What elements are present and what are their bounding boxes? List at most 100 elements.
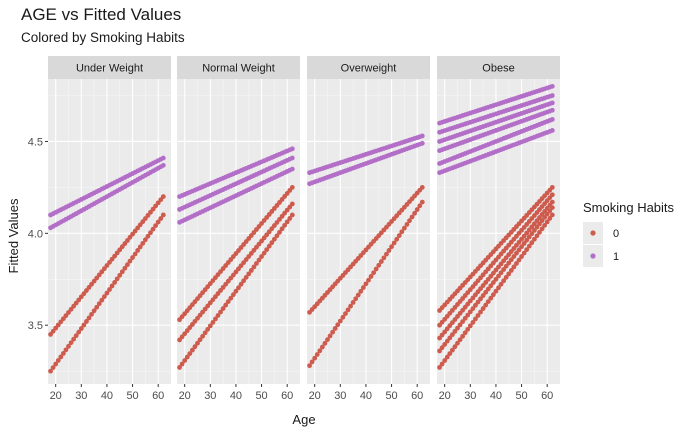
x-tick-label: 60 — [541, 390, 553, 402]
data-point — [269, 240, 275, 246]
data-point — [498, 270, 504, 276]
data-point — [462, 315, 468, 321]
data-point — [524, 237, 530, 243]
data-point — [66, 343, 71, 349]
data-point — [391, 240, 397, 246]
data-point — [179, 361, 185, 367]
facet-panel: Under Weight 20 30 40 50 60 — [48, 56, 171, 402]
data-point — [417, 203, 423, 209]
data-point — [363, 281, 369, 287]
data-point — [345, 307, 351, 313]
data-point — [140, 240, 146, 246]
facet-panel: Obese 20 30 40 50 60 — [437, 56, 560, 402]
data-point — [335, 322, 341, 328]
data-point — [91, 308, 97, 314]
data-point — [444, 354, 450, 360]
facet-strip-label: Under Weight — [76, 63, 143, 75]
data-point — [322, 340, 328, 346]
chart-subtitle: Colored by Smoking Habits — [21, 30, 185, 45]
data-point — [519, 244, 524, 250]
x-tick-label: 30 — [204, 390, 216, 402]
data-point — [348, 303, 353, 309]
data-point — [94, 304, 100, 310]
data-point — [350, 300, 356, 305]
data-point — [457, 322, 463, 328]
data-point — [81, 322, 87, 328]
data-point — [233, 288, 239, 294]
data-point — [452, 328, 458, 334]
x-tick-label: 20 — [50, 390, 62, 402]
data-point — [279, 226, 285, 232]
data-point — [230, 292, 236, 298]
data-point — [524, 247, 530, 253]
data-point — [496, 285, 501, 291]
x-tick-label: 50 — [126, 390, 138, 402]
data-point — [521, 250, 527, 256]
y-tick-label: 4.0 — [28, 228, 43, 240]
data-point — [501, 278, 507, 284]
facet-strip — [437, 56, 560, 79]
data-point — [319, 344, 325, 350]
data-point — [542, 222, 548, 228]
data-point — [508, 268, 514, 273]
data-point — [534, 224, 540, 230]
data-point — [394, 236, 400, 242]
data-point — [529, 240, 535, 246]
data-point — [470, 320, 476, 325]
x-tick-label: 20 — [439, 390, 451, 402]
data-point — [241, 278, 247, 284]
data-point — [475, 299, 481, 305]
data-point — [521, 241, 527, 246]
data-point — [48, 368, 53, 374]
data-point — [485, 286, 491, 292]
data-point — [483, 289, 489, 295]
data-point — [378, 259, 384, 264]
data-point — [155, 219, 161, 225]
facet-strip-label: Overweight — [341, 63, 397, 75]
data-point — [125, 262, 130, 268]
data-point — [467, 323, 473, 329]
data-point — [289, 212, 295, 218]
x-tick-label: 30 — [464, 390, 476, 402]
data-point — [104, 290, 110, 296]
data-point — [60, 350, 66, 356]
panel-background — [307, 79, 430, 384]
data-point — [218, 309, 223, 315]
data-point — [101, 294, 107, 299]
data-point — [71, 336, 77, 342]
data-point — [99, 297, 105, 303]
data-point — [511, 264, 517, 270]
data-point — [200, 333, 206, 339]
facet-strip-label: Obese — [482, 63, 514, 75]
data-point — [148, 230, 153, 236]
data-point — [207, 323, 213, 329]
x-tick-label: 30 — [334, 390, 346, 402]
data-point — [50, 365, 56, 370]
data-point — [55, 358, 61, 363]
data-point — [549, 100, 555, 106]
x-tick-label: 50 — [515, 390, 527, 402]
data-point — [109, 283, 115, 289]
data-point — [68, 340, 74, 346]
data-point — [289, 146, 295, 152]
data-point — [213, 316, 218, 322]
data-point — [314, 352, 320, 357]
data-point — [78, 326, 84, 331]
data-point — [490, 280, 496, 285]
data-point — [442, 358, 448, 363]
x-axis-title: Age — [292, 412, 315, 427]
data-point — [449, 347, 455, 353]
data-point — [547, 208, 553, 214]
data-point — [266, 243, 272, 249]
x-tick-label: 50 — [255, 390, 267, 402]
data-point — [447, 335, 453, 341]
data-point — [381, 255, 387, 261]
data-point — [419, 133, 425, 139]
data-point — [225, 299, 231, 305]
data-point — [549, 205, 555, 211]
data-point — [284, 219, 290, 225]
legend-label: 1 — [613, 251, 619, 263]
data-point — [202, 330, 208, 336]
data-point — [516, 257, 522, 263]
data-point — [289, 185, 295, 190]
